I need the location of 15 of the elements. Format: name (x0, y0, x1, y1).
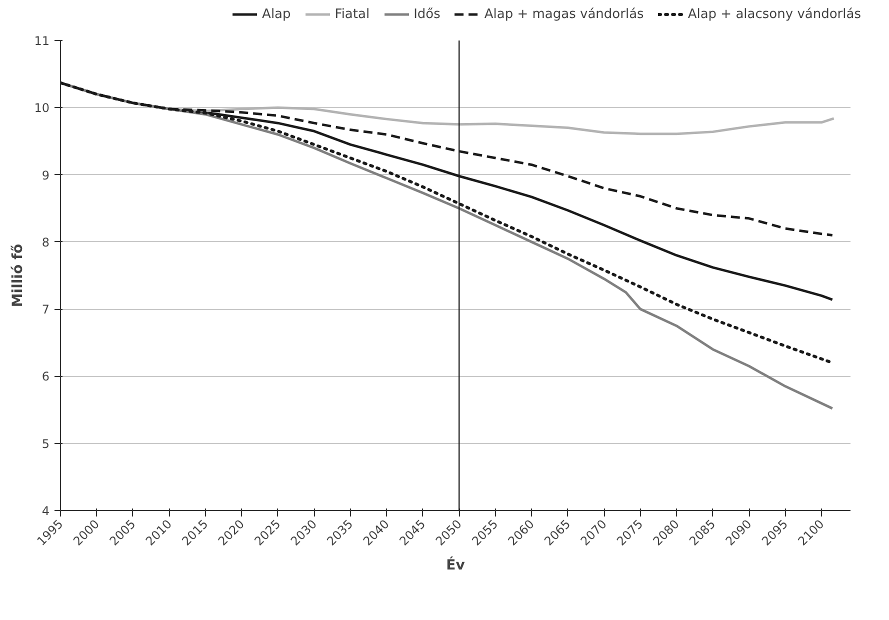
legend-label: Idős (414, 6, 440, 22)
y-tick-label: 11 (34, 34, 50, 48)
y-tick-label: 9 (42, 168, 50, 182)
legend-label: Alap + alacsony vándorlás (688, 6, 861, 22)
y-tick-label: 7 (42, 302, 50, 317)
y-tick-label: 10 (34, 101, 50, 116)
legend-label: Fiatal (334, 6, 370, 22)
y-axis-title: Millió fő (10, 243, 26, 308)
x-axis-title: Év (446, 556, 465, 574)
y-tick-label: 5 (42, 436, 50, 451)
legend-label: Alap + magas vándorlás (484, 6, 644, 22)
y-tick-label: 8 (42, 235, 50, 250)
y-tick-label: 4 (42, 504, 50, 518)
y-tick-label: 6 (42, 370, 50, 384)
legend-label: Alap (262, 6, 291, 22)
